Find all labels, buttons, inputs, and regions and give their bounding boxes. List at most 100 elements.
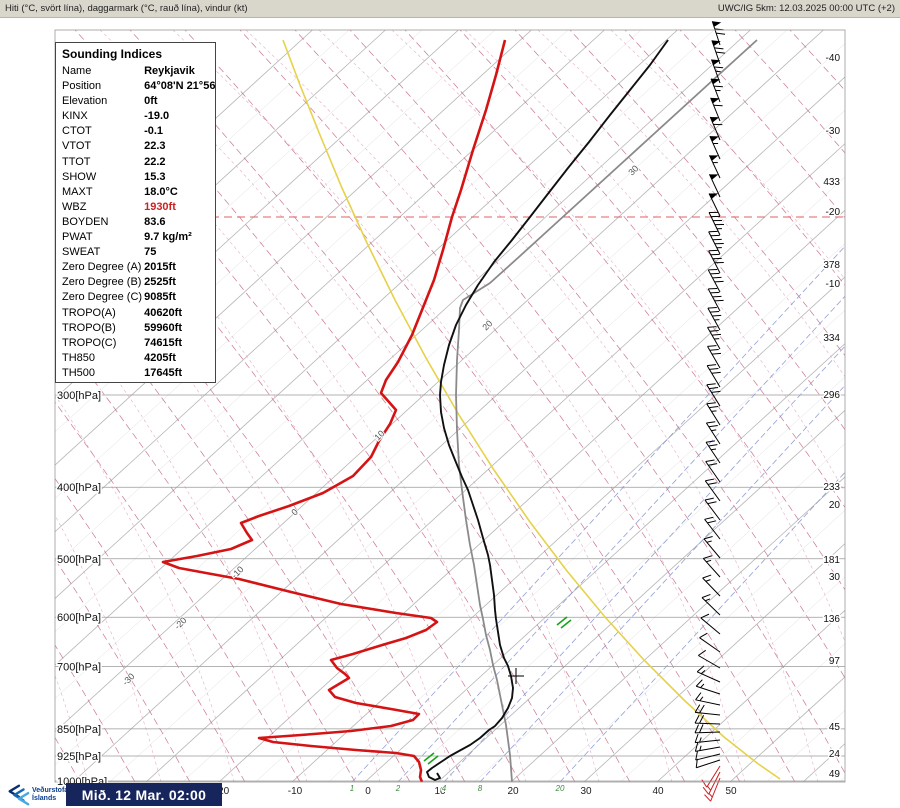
index-value: 2525ft [144,276,176,289]
svg-text:49: 49 [829,769,841,780]
index-label: VTOT [62,140,92,153]
svg-text:20: 20 [555,784,565,793]
index-label: TROPO(A) [62,306,116,319]
top-status-bar: Hiti (°C, svört lína), daggarmark (°C, r… [0,0,900,18]
logo-text-line1: Veðurstofa [32,786,69,794]
index-value: -0.1 [144,125,164,138]
timestamp-box: Mið. 12 Mar. 02:00 [66,783,222,806]
index-label: Position [62,80,102,93]
legend-text: Hiti (°C, svört lína), daggarmark (°C, r… [5,3,248,14]
index-value: 59960ft [144,321,182,334]
svg-text:-10: -10 [826,279,841,290]
index-row-ctot: CTOT -0.1 [62,124,215,139]
svg-text:400[hPa]: 400[hPa] [57,482,101,494]
svg-text:1: 1 [350,784,354,793]
index-value: 18.0°C [144,185,178,198]
svg-text:30: 30 [580,786,592,797]
svg-text:-20: -20 [826,207,841,218]
index-row-zero-degree-a-: Zero Degree (A) 2015ft [62,260,215,275]
svg-text:30: 30 [829,572,841,583]
index-label: KINX [62,110,88,123]
index-label: TROPO(B) [62,321,116,334]
svg-text:300[hPa]: 300[hPa] [57,390,101,402]
index-label: Elevation [62,95,108,108]
svg-text:45: 45 [829,722,841,733]
svg-text:4: 4 [442,784,447,793]
index-value: 0ft [144,95,158,108]
index-value: 74615ft [144,336,182,349]
index-row-vtot: VTOT 22.3 [62,139,215,154]
svg-text:0: 0 [365,786,371,797]
index-value: 9.7 kg/m² [144,231,192,244]
model-run-text: UWC/IG 5km: 12.03.2025 00:00 UTC (+2) [717,3,895,14]
index-label: TTOT [62,155,91,168]
svg-text:334: 334 [823,333,840,344]
svg-text:378: 378 [823,260,840,271]
index-label: MAXT [62,185,93,198]
svg-text:-40: -40 [826,53,841,64]
index-label: WBZ [62,200,87,213]
index-row-ttot: TTOT 22.2 [62,155,215,170]
index-label: Zero Degree (A) [62,261,142,274]
index-label: SHOW [62,170,97,183]
index-value: -19.0 [144,110,170,123]
timestamp-label: Mið. 12 Mar. 02:00 [81,786,207,803]
svg-text:181: 181 [823,555,840,566]
svg-text:233: 233 [823,482,840,493]
svg-text:700[hPa]: 700[hPa] [57,662,101,674]
index-label: Zero Degree (C) [62,291,143,304]
index-label: BOYDEN [62,215,109,228]
logo-text-line2: Íslands [32,795,57,802]
svg-text:20: 20 [829,500,841,511]
index-label: Zero Degree (B) [62,276,142,289]
index-value: 1930ft [144,200,176,213]
bottom-bar: Veðurstofa Íslands Mið. 12 Mar. 02:00 [0,782,900,808]
index-row-boyden: BOYDEN 83.6 [62,215,215,230]
svg-text:-10: -10 [288,786,303,797]
vedurstofa-logo: Veðurstofa Íslands [6,783,68,807]
svg-text:433: 433 [823,177,840,188]
svg-text:97: 97 [829,656,841,667]
index-value: 40620ft [144,306,182,319]
logo-chevrons-icon [8,784,30,806]
svg-text:50: 50 [725,786,737,797]
index-row-show: SHOW 15.3 [62,170,215,185]
index-row-tropo-b-: TROPO(B) 59960ft [62,321,215,336]
index-label: PWAT [62,231,93,244]
sounding-indices-panel: Sounding Indices Name Reykjavik Position 64… [55,42,216,383]
index-label: TH500 [62,366,96,379]
index-value: 4205ft [144,351,176,364]
index-row-tropo-c-: TROPO(C) 74615ft [62,336,215,351]
index-label: CTOT [62,125,92,138]
index-value: 83.6 [144,215,166,228]
index-row-elevation: Elevation 0ft [62,94,215,109]
index-value: 75 [144,246,157,259]
index-row-kinx: KINX -19.0 [62,109,215,124]
index-row-tropo-a-: TROPO(A) 40620ft [62,306,215,321]
index-row-zero-degree-b-: Zero Degree (B) 2525ft [62,275,215,290]
svg-text:-30: -30 [826,126,841,137]
svg-text:925[hPa]: 925[hPa] [57,751,101,763]
indices-title: Sounding Indices [62,47,163,61]
svg-text:136: 136 [823,614,840,625]
index-value: Reykjavik [144,65,195,77]
index-value: 2015ft [144,261,176,274]
svg-text:24: 24 [829,749,841,760]
index-value: 22.2 [144,155,166,168]
logo-text: Veðurstofa Íslands [32,787,68,803]
index-value: 64°08'N 21°56'W [144,80,216,93]
index-row-position: Position 64°08'N 21°56'W [62,79,216,94]
index-value: 9085ft [144,291,176,304]
svg-text:40: 40 [652,786,664,797]
index-label: TH850 [62,351,96,364]
svg-text:296: 296 [823,390,840,401]
index-value: 15.3 [144,170,166,183]
index-label: SWEAT [62,246,101,259]
index-label: Name [62,65,92,77]
index-value: 17645ft [144,366,182,379]
svg-text:8: 8 [478,784,483,793]
index-row-th500: TH500 17645ft [62,366,215,381]
index-value: 22.3 [144,140,166,153]
